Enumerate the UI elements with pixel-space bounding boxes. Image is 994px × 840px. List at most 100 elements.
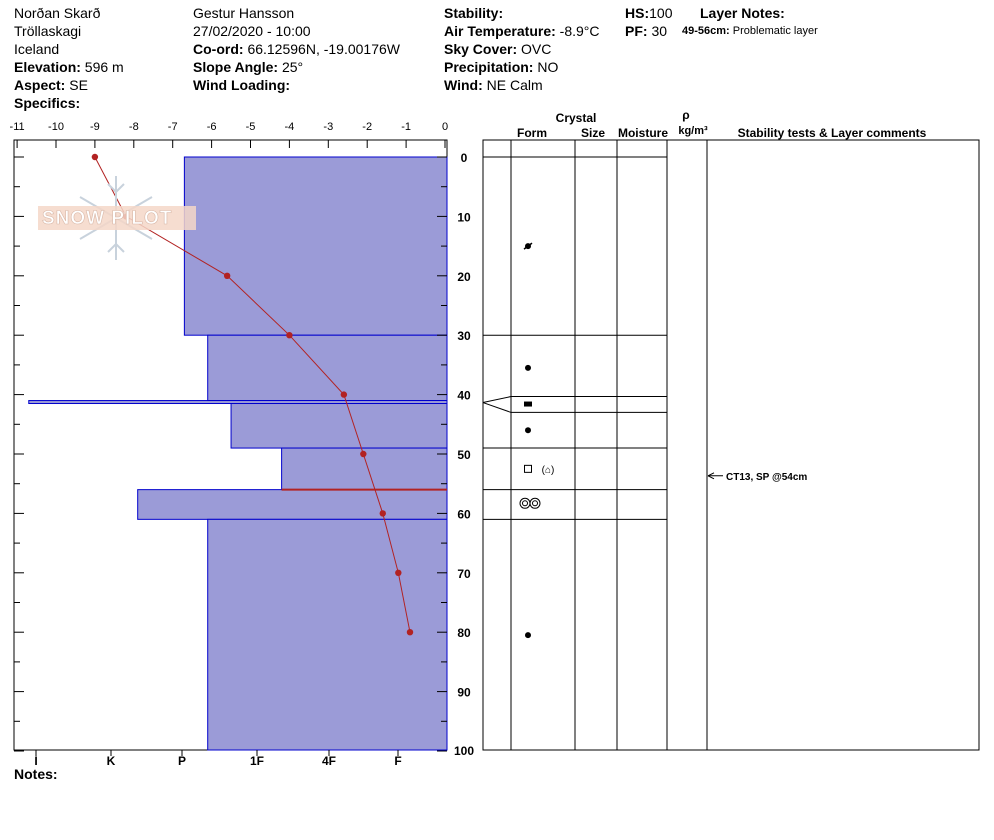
temp-tick-label: -10 <box>48 121 64 133</box>
coord-row: Co-ord: 66.12596N, -19.00176W <box>193 40 400 58</box>
header-col-weather: Stability: Air Temperature: -8.9°C Sky C… <box>444 4 600 94</box>
air-temp-label: Air Temperature: <box>444 23 556 39</box>
hardness-label: P <box>178 754 186 768</box>
pf-value: 30 <box>651 23 668 39</box>
header-density-unit: kg/m³ <box>678 125 708 137</box>
hardness-label: K <box>107 754 116 768</box>
axis-ticks <box>14 140 447 756</box>
temp-tick-label: -5 <box>246 121 256 133</box>
elevation-value: 596 m <box>84 59 124 75</box>
fan-line-bottom <box>482 402 512 413</box>
hardness-layer-4 <box>281 447 448 491</box>
layer-note-text: Problematic layer <box>732 25 818 37</box>
air-temp-value: -8.9°C <box>559 23 600 39</box>
temperature-point-0 <box>91 153 99 161</box>
specifics-label: Specifics: <box>14 95 81 111</box>
temperature-point-5 <box>360 450 367 458</box>
air-temp-row: Air Temperature: -8.9°C <box>444 22 600 40</box>
wind-label: Wind: <box>444 77 483 93</box>
sky-row: Sky Cover: OVC <box>444 40 600 58</box>
wind-row: Wind: NE Calm <box>444 76 600 94</box>
hardness-label: F <box>394 754 401 768</box>
slope-label: Slope Angle: <box>193 59 279 75</box>
temp-tick-label: -1 <box>401 121 411 133</box>
pf-row: PF: 30 <box>625 22 672 40</box>
grain-symbol-hoar-2 <box>529 497 541 509</box>
hardness-layer-5 <box>137 489 448 520</box>
grain-symbol-round-2 <box>525 427 531 434</box>
grain-symbol-hoar-2-inner <box>532 500 538 507</box>
grain-symbol-faceted-secondary: (⌂) <box>542 465 555 476</box>
slope-value: 25° <box>281 59 304 75</box>
temp-tick-label: -4 <box>285 121 295 133</box>
temp-tick-label: -8 <box>129 121 139 133</box>
hardness-layers <box>28 156 448 751</box>
temp-tick-label: -11 <box>10 121 25 133</box>
header-col-location: Norðan Skarð Tröllaskagi Iceland Elevati… <box>14 4 124 112</box>
slope-row: Slope Angle: 25° <box>193 58 400 76</box>
coord-label: Co-ord: <box>193 41 244 57</box>
temperature-point-4 <box>340 391 348 398</box>
header-stability: Stability tests & Layer comments <box>738 126 927 140</box>
stability-test-note: CT13, SP @54cm <box>726 472 807 483</box>
grain-symbol-hoar-1 <box>519 497 531 509</box>
notes-label: Notes: <box>14 766 58 782</box>
header-size: Size <box>581 126 605 140</box>
hardness-label: 1F <box>250 754 264 768</box>
grain-symbol-round-1 <box>525 364 531 371</box>
layer-note: 49-56cm: Problematic layer <box>682 22 818 40</box>
temp-tick-label: -9 <box>90 121 100 133</box>
country-name: Iceland <box>14 41 60 57</box>
aspect-value: SE <box>69 77 88 93</box>
hardness-layer-3 <box>230 403 448 449</box>
temperature-point-8 <box>406 629 414 636</box>
layer-table <box>482 139 980 751</box>
location-name: Norðan Skarð <box>14 5 101 21</box>
depth-tick-label: 50 <box>457 448 471 462</box>
elevation-label: Elevation: <box>14 59 81 75</box>
hs-label: HS: <box>625 5 650 21</box>
header-form: Form <box>517 126 547 140</box>
stability-label: Stability: <box>444 5 504 21</box>
observation-datetime: 27/02/2020 - 10:00 <box>193 23 311 39</box>
temp-tick-label: -2 <box>362 121 372 133</box>
depth-tick-label: 40 <box>457 389 471 403</box>
aspect-row: Aspect: SE <box>14 76 124 94</box>
aspect-label: Aspect: <box>14 77 66 93</box>
depth-tick-label: 60 <box>457 507 471 521</box>
temperature-point-2 <box>223 272 231 279</box>
header-col-layer-notes: Layer Notes: <box>700 4 785 22</box>
hardness-layer-0 <box>183 156 448 336</box>
precip-label: Precipitation: <box>444 59 534 75</box>
table-border <box>482 139 980 751</box>
header-col-hs: HS:100 PF: 30 <box>625 4 672 40</box>
layer-note-range: 49-56cm: <box>682 25 730 37</box>
fan-line-top <box>482 396 512 404</box>
grain-symbol-crust <box>524 401 532 407</box>
hardness-layer-6 <box>207 518 448 751</box>
sky-label: Sky Cover: <box>444 41 518 57</box>
header-crystal: Crystal <box>556 111 597 125</box>
grain-symbol-hoar-1-inner <box>522 500 528 507</box>
hardness-label: 4F <box>322 754 336 768</box>
depth-tick-label: 30 <box>457 329 471 343</box>
temp-tick-label: -3 <box>323 121 333 133</box>
wind-loading-label: Wind Loading: <box>193 77 291 93</box>
temperature-point-6 <box>379 510 386 517</box>
grain-symbol-faceted <box>524 464 532 473</box>
stability-arrow-head <box>707 472 715 480</box>
axis-labels: -11 -10 -9 -8 -7 -6 -5 -4 -3 -2 -1 0010203040506070… <box>10 108 927 768</box>
hardness-layer-1 <box>207 334 448 402</box>
depth-tick-label: 10 <box>457 210 471 224</box>
depth-tick-label: 20 <box>457 270 471 284</box>
snowflake-icon <box>38 176 196 260</box>
depth-tick-label: 0 <box>461 151 468 165</box>
precip-value: NO <box>537 59 559 75</box>
wind-value: NE Calm <box>486 77 543 93</box>
header-rho: ρ <box>682 108 689 122</box>
layer-notes-label: Layer Notes: <box>700 5 785 21</box>
hs-value: 100 <box>649 5 673 21</box>
header-col-observer: Gestur Hansson 27/02/2020 - 10:00 Co-ord… <box>193 4 400 94</box>
depth-tick-label: 100 <box>454 744 474 758</box>
